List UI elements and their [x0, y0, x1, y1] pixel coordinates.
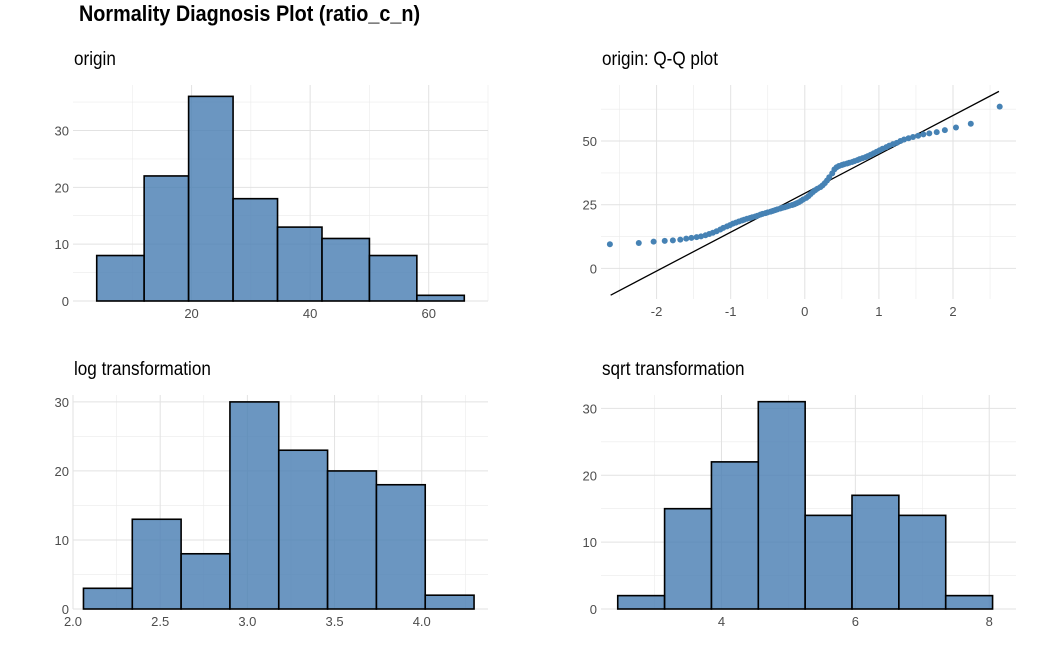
qq-y-tick-label: 25 — [583, 198, 597, 213]
sqrt-bar — [944, 594, 994, 610]
qq-point — [909, 133, 916, 140]
origin-y-tick-label: 30 — [55, 123, 69, 138]
qq-point — [920, 131, 927, 138]
panel-title-log: log transformation — [74, 359, 211, 380]
origin-bar — [416, 294, 466, 302]
sqrt-bar — [663, 507, 713, 610]
log-y-tick-label: 30 — [55, 395, 69, 410]
origin-bar — [143, 175, 190, 302]
qq-point — [693, 234, 700, 241]
log-x-tick-label: 3.0 — [238, 614, 256, 629]
log-y-tick-label: 0 — [62, 602, 69, 617]
log-bar — [180, 552, 231, 610]
log-bar — [229, 401, 280, 610]
sqrt-bar — [804, 514, 853, 610]
log-bar — [424, 594, 475, 610]
origin-bar — [368, 254, 418, 302]
log-bar — [326, 470, 378, 610]
log-bar — [277, 449, 329, 610]
log-y-tick-label: 10 — [55, 533, 69, 548]
sqrt-bar — [616, 594, 666, 610]
origin-y-tick-label: 10 — [55, 237, 69, 252]
qq-y-tick-label: 0 — [590, 261, 597, 276]
qq-point — [915, 132, 922, 139]
sqrt-y-tick-label: 20 — [583, 468, 597, 483]
log-bar — [375, 483, 427, 610]
chart-title: Normality Diagnosis Plot (ratio_c_n) — [79, 1, 421, 26]
qq-x-tick-label: 0 — [801, 304, 808, 319]
log-y-tick-label: 20 — [55, 464, 69, 479]
qq-point — [941, 127, 948, 134]
qq-point — [669, 237, 676, 244]
qq-point — [996, 103, 1003, 110]
sqrt-x-tick-label: 8 — [986, 614, 993, 629]
log-bar — [131, 518, 182, 610]
panel-title-origin: origin — [74, 49, 116, 70]
sqrt-y-tick-label: 30 — [583, 401, 597, 416]
qq-point — [635, 239, 642, 246]
origin-bar — [321, 237, 371, 302]
qq-x-tick-label: 2 — [949, 304, 956, 319]
panel-title-sqrt: sqrt transformation — [602, 359, 745, 380]
sqrt-bar — [757, 400, 806, 610]
origin-x-tick-label: 60 — [421, 306, 435, 321]
origin-x-tick-label: 20 — [184, 306, 198, 321]
qq-point — [650, 238, 657, 245]
qq-point — [933, 129, 940, 136]
log-x-tick-label: 4.0 — [413, 614, 431, 629]
sqrt-bar — [710, 461, 760, 610]
origin-x-tick-label: 40 — [303, 306, 317, 321]
qq-point — [683, 235, 690, 242]
origin-bar — [232, 197, 279, 302]
origin-bar — [276, 226, 323, 302]
qq-x-tick-label: -2 — [651, 304, 663, 319]
origin-y-tick-label: 20 — [55, 180, 69, 195]
sqrt-x-tick-label: 4 — [718, 614, 725, 629]
qq-point — [661, 237, 668, 244]
log-bar — [82, 587, 134, 610]
qq-reference-line — [610, 90, 1000, 296]
log-x-tick-label: 2.0 — [64, 614, 82, 629]
qq-x-tick-label: 1 — [875, 304, 882, 319]
panel-title-qq: origin: Q-Q plot — [602, 49, 718, 70]
sqrt-y-tick-label: 10 — [583, 535, 597, 550]
origin-y-tick-label: 0 — [62, 294, 69, 309]
qq-point — [677, 236, 684, 243]
sqrt-y-tick-label: 0 — [590, 602, 597, 617]
qq-point — [967, 120, 974, 127]
log-x-tick-label: 2.5 — [151, 614, 169, 629]
origin-bar — [95, 254, 145, 302]
qq-point — [606, 241, 613, 248]
log-x-tick-label: 3.5 — [326, 614, 344, 629]
sqrt-bar — [851, 494, 900, 610]
qq-x-tick-label: -1 — [725, 304, 737, 319]
qq-point — [952, 124, 959, 131]
sqrt-bar — [898, 514, 947, 610]
origin-bar — [187, 95, 234, 302]
sqrt-x-tick-label: 6 — [852, 614, 859, 629]
qq-point — [926, 130, 933, 137]
qq-y-tick-label: 50 — [583, 134, 597, 149]
qq-point — [688, 234, 695, 241]
